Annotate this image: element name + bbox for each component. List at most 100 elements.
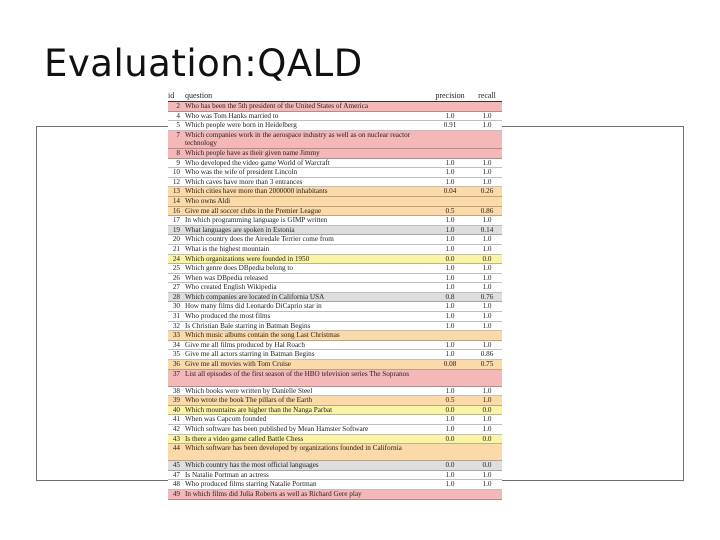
cell-precision: 0.08 xyxy=(443,360,457,369)
cell-recall: 0.0 xyxy=(482,254,492,263)
cell-id: 8 xyxy=(176,148,180,157)
cell-id: 5 xyxy=(176,121,180,130)
cell-precision: 1.0 xyxy=(445,470,455,479)
table-row: 25 Which genre does DBpedia belong to 1.0 1… xyxy=(168,264,502,274)
cell-id: 33 xyxy=(172,331,180,340)
table-row: 32 Is Christian Bale starring in Batman B… xyxy=(168,321,502,332)
cell-question: Which mountains are higher than the Nang… xyxy=(185,405,333,414)
cell-precision: 1.0 xyxy=(445,168,455,177)
cell-recall: 1.0 xyxy=(482,386,492,395)
cell-recall: 1.0 xyxy=(482,425,492,433)
cell-precision: 0.5 xyxy=(445,206,455,215)
cell-recall: 1.0 xyxy=(482,264,492,273)
cell-id: 40 xyxy=(172,405,180,414)
header-recall: recall xyxy=(478,91,496,100)
cell-precision: 0.04 xyxy=(443,187,457,196)
table-row: 9 Who developed the video game World of W… xyxy=(168,158,502,169)
cell-question: Which software has been developed by org… xyxy=(185,444,402,453)
table-row: 2 Who has been the 5th president of the U… xyxy=(168,102,502,112)
cell-question: Which software has been published by Mea… xyxy=(185,425,369,433)
table-row: 42 Which software has been published by M… xyxy=(168,425,502,435)
cell-id: 16 xyxy=(172,206,180,215)
cell-id: 17 xyxy=(172,216,180,225)
cell-id: 32 xyxy=(172,321,180,330)
cell-precision: 0.0 xyxy=(445,405,455,414)
cell-precision: 1.0 xyxy=(445,480,455,489)
cell-recall: 1.0 xyxy=(482,415,492,424)
table-row: 27 Who created English Wikipedia 1.0 1.0 xyxy=(168,283,502,293)
table-row: 44 Which software has been developed by o… xyxy=(168,444,502,462)
cell-question: Give me all soccer clubs in the Premier … xyxy=(185,206,322,215)
cell-question: Who produced the most films xyxy=(185,312,271,321)
cell-precision: 1.0 xyxy=(445,425,455,433)
cell-id: 38 xyxy=(172,386,180,395)
cell-id: 42 xyxy=(172,425,180,433)
cell-precision: 1.0 xyxy=(445,340,455,349)
table-row: 30 How many films did Leonardo DiCaprio s… xyxy=(168,302,502,313)
cell-question: Which caves have more than 3 entrances xyxy=(185,177,303,186)
cell-precision: 1.0 xyxy=(445,244,455,253)
table-row: 34 Give me all films produced by Hal Roac… xyxy=(168,340,502,351)
cell-precision: 1.0 xyxy=(445,158,455,167)
slide-title: Evaluation:QALD xyxy=(44,42,363,85)
cell-precision: 0.5 xyxy=(445,396,455,405)
cell-precision: 1.0 xyxy=(445,283,455,292)
cell-id: 34 xyxy=(172,340,180,349)
table-row: 36 Give me all movies with Tom Cruise 0.08… xyxy=(168,360,502,370)
cell-recall: 0.14 xyxy=(480,225,494,234)
table-row: 40 Which mountains are higher than the Na… xyxy=(168,405,502,416)
cell-recall: 1.0 xyxy=(482,396,492,405)
cell-id: 20 xyxy=(172,235,180,244)
cell-question: Which country has the most official lang… xyxy=(185,461,319,470)
cell-recall: 0.76 xyxy=(480,292,494,301)
table-row: 24 Which organizations were founded in 19… xyxy=(168,254,502,265)
cell-precision: 1.0 xyxy=(445,273,455,282)
table-row: 49 In which films did Julia Roberts as we… xyxy=(168,489,502,500)
cell-question: Which companies are located in Californi… xyxy=(185,292,325,301)
cell-question: Who created English Wikipedia xyxy=(185,283,277,292)
cell-precision: 0.0 xyxy=(445,434,455,443)
cell-question: Which books were written by Danielle Ste… xyxy=(185,386,313,395)
table-row: 17 In which programming language is GIMP … xyxy=(168,216,502,226)
cell-question: Which organizations were founded in 1950 xyxy=(185,254,310,263)
cell-question: Which people were born in Heidelberg xyxy=(185,121,297,130)
table-row: 28 Which companies are located in Califor… xyxy=(168,292,502,303)
cell-id: 9 xyxy=(176,158,180,167)
cell-id: 27 xyxy=(172,283,180,292)
cell-question: When was DBpedia released xyxy=(185,273,268,282)
results-table: id question precision recall 2 Who has be… xyxy=(168,88,502,500)
table-row: 19 What languages are spoken in Estonia 1.… xyxy=(168,225,502,236)
cell-question: Is Christian Bale starring in Batman Beg… xyxy=(185,321,311,330)
cell-id: 31 xyxy=(172,312,180,321)
cell-recall: 0.86 xyxy=(480,350,494,359)
table-row: 13 Which cities have more than 2000000 in… xyxy=(168,187,502,197)
table-row: 41 When was Capcom founded 1.0 1.0 xyxy=(168,415,502,425)
cell-precision: 0.0 xyxy=(445,254,455,263)
table-row: 37 List all episodes of the first season … xyxy=(168,369,502,387)
cell-precision: 1.0 xyxy=(445,321,455,330)
cell-id: 37 xyxy=(172,369,180,378)
cell-question: What languages are spoken in Estonia xyxy=(185,225,295,234)
cell-recall: 0.86 xyxy=(480,206,494,215)
cell-question: Who produced films starring Natalie Port… xyxy=(185,480,317,489)
cell-question: What is the highest mountain xyxy=(185,244,270,253)
cell-question: Which music albums contain the song Last… xyxy=(185,331,340,340)
cell-id: 10 xyxy=(172,168,180,177)
cell-precision: 1.0 xyxy=(445,235,455,244)
table-row: 16 Give me all soccer clubs in the Premie… xyxy=(168,206,502,217)
cell-id: 25 xyxy=(172,264,180,273)
cell-question: Who owns Aldi xyxy=(185,196,231,205)
cell-id: 36 xyxy=(172,360,180,369)
cell-question: When was Capcom founded xyxy=(185,415,267,424)
cell-id: 26 xyxy=(172,273,180,282)
cell-id: 43 xyxy=(172,434,180,443)
table-row: 47 Is Natalie Portman an actress 1.0 1.0 xyxy=(168,470,502,481)
table-row: 33 Which music albums contain the song La… xyxy=(168,331,502,341)
cell-question: Who developed the video game World of Wa… xyxy=(185,158,330,167)
cell-precision: 1.0 xyxy=(445,350,455,359)
cell-recall: 0.0 xyxy=(482,405,492,414)
table-row: 20 Which country does the Airedale Terrie… xyxy=(168,235,502,245)
cell-precision: 1.0 xyxy=(445,312,455,321)
cell-id: 14 xyxy=(172,196,180,205)
cell-id: 28 xyxy=(172,292,180,301)
